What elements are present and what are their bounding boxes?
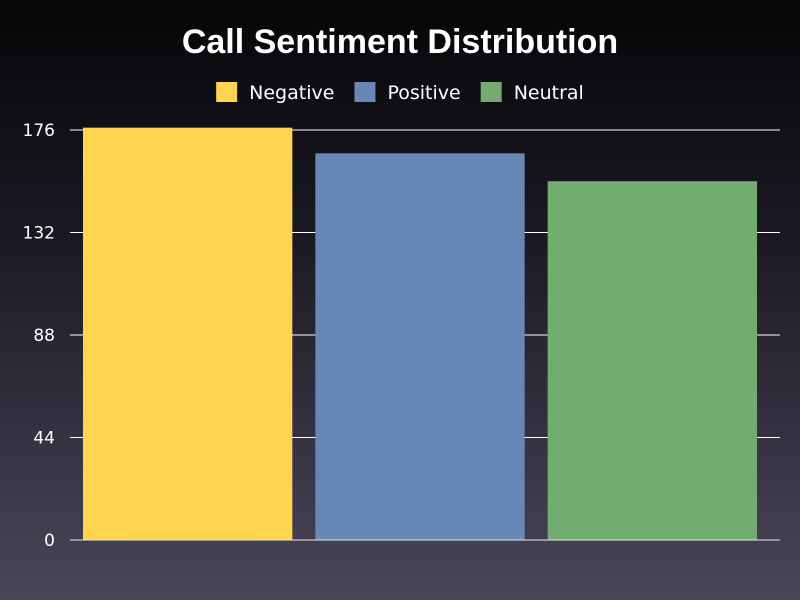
bar-neutral (548, 181, 757, 540)
legend-swatch-positive (354, 82, 375, 102)
legend: Negative Positive Neutral (216, 82, 584, 104)
y-axis: 0 44 88 132 176 (23, 121, 55, 551)
y-tick-label: 0 (44, 531, 55, 551)
legend-label-negative: Negative (249, 82, 334, 104)
legend-label-positive: Positive (387, 82, 460, 104)
legend-swatch-negative (216, 82, 237, 102)
y-tick-label: 88 (33, 326, 55, 346)
y-tick-label: 176 (23, 121, 55, 141)
legend-swatch-neutral (481, 82, 502, 102)
bar-negative (83, 128, 292, 540)
y-tick-label: 44 (33, 429, 55, 449)
bar-positive (315, 153, 524, 540)
chart-title: Call Sentiment Distribution (182, 23, 618, 61)
y-tick-label: 132 (23, 224, 55, 244)
legend-label-neutral: Neutral (514, 82, 584, 104)
bars (83, 128, 757, 540)
